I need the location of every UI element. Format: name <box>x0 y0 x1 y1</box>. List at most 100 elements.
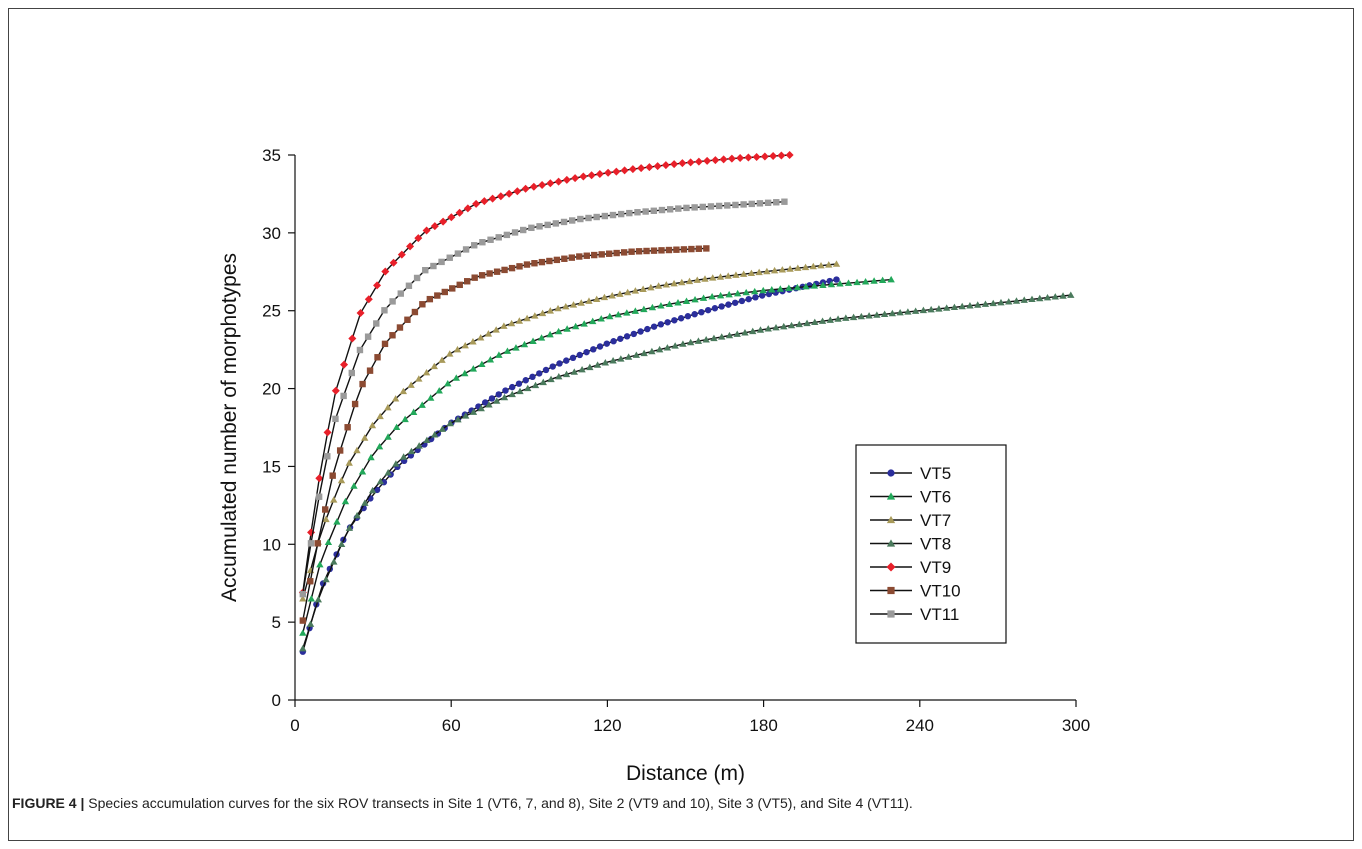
series-point <box>364 333 372 340</box>
series-point <box>544 221 551 229</box>
series-point <box>603 340 611 347</box>
series-point <box>1043 293 1052 301</box>
series-point <box>768 286 776 293</box>
series-point <box>539 378 547 386</box>
series-point <box>674 299 682 306</box>
series-point <box>531 260 538 267</box>
series-point <box>853 278 861 286</box>
series-point <box>381 340 389 348</box>
y-tick-label: 30 <box>262 224 281 243</box>
series-point <box>419 301 426 308</box>
series-point <box>665 300 674 308</box>
series-point <box>322 515 330 523</box>
series-point <box>698 308 705 316</box>
series-point <box>780 322 788 330</box>
series-point <box>435 387 443 394</box>
series-point <box>333 518 341 525</box>
series-point <box>478 360 486 368</box>
series-point <box>593 295 601 303</box>
series-point <box>763 267 771 275</box>
series-point <box>593 213 600 221</box>
series-point <box>989 299 997 307</box>
series-point <box>601 212 609 220</box>
series-point <box>381 307 388 314</box>
series-point <box>870 277 878 284</box>
series-point <box>740 201 747 208</box>
y-tick-label: 10 <box>262 535 281 554</box>
series-point <box>409 408 418 415</box>
series-point <box>391 395 400 402</box>
series-point <box>593 361 602 368</box>
legend-item-vt8: VT8 <box>870 535 951 554</box>
series-point <box>904 308 912 315</box>
series-point <box>422 266 429 274</box>
series-point <box>384 469 392 476</box>
series-point <box>439 217 448 226</box>
series-point <box>887 275 895 283</box>
series-point <box>407 381 415 388</box>
series-point <box>958 302 966 310</box>
series-line <box>302 278 837 652</box>
series-point <box>609 357 617 364</box>
series-point <box>556 360 563 367</box>
series-line <box>302 294 1071 649</box>
series-point <box>710 334 718 342</box>
legend-label: VT6 <box>920 488 951 507</box>
series-point <box>844 279 853 286</box>
series-point <box>725 301 732 308</box>
series-point <box>367 453 375 461</box>
series-point <box>809 262 817 270</box>
series-point <box>725 331 734 339</box>
series-point <box>462 246 470 253</box>
series-point <box>340 392 347 400</box>
series-point <box>606 312 614 320</box>
series-point <box>643 247 650 255</box>
series-point <box>595 170 604 179</box>
series-point <box>811 318 819 326</box>
series-point <box>472 199 481 208</box>
series-point <box>623 333 631 340</box>
series-point <box>711 156 720 165</box>
series-point <box>376 477 385 485</box>
series-point <box>555 372 563 380</box>
series-point <box>502 387 509 394</box>
series-point <box>361 434 369 441</box>
series-line <box>302 263 837 599</box>
series-point <box>350 482 358 489</box>
y-tick-label: 5 <box>272 613 281 632</box>
series-point <box>631 307 640 314</box>
series-point <box>477 404 485 412</box>
series-point <box>679 340 687 347</box>
series-point <box>324 453 331 460</box>
series-point <box>368 421 377 429</box>
series-point <box>356 346 364 354</box>
series-point <box>657 321 665 328</box>
x-axis-title: Distance (m) <box>626 762 745 785</box>
series-point <box>554 177 563 186</box>
series-point <box>495 391 502 398</box>
series-point <box>699 203 706 211</box>
series-point <box>966 302 974 309</box>
series-point <box>688 245 695 253</box>
series-point <box>691 204 698 211</box>
series-point <box>507 319 516 327</box>
series-point <box>793 283 802 291</box>
series-point <box>732 271 740 278</box>
series-point <box>538 258 546 266</box>
series-point <box>1020 296 1028 303</box>
series-point <box>562 370 571 378</box>
series-point <box>718 303 725 310</box>
series-point <box>469 365 478 372</box>
series-point <box>631 287 640 294</box>
series-point <box>456 281 463 289</box>
legend-marker <box>886 492 896 500</box>
series-point <box>345 524 354 531</box>
series-point <box>407 447 416 455</box>
series-point <box>684 313 692 320</box>
series-point <box>529 182 538 191</box>
series-point <box>736 153 745 162</box>
series-point <box>484 330 493 337</box>
series-point <box>642 208 649 215</box>
x-tick-label: 240 <box>906 716 934 735</box>
series-point <box>353 446 361 454</box>
